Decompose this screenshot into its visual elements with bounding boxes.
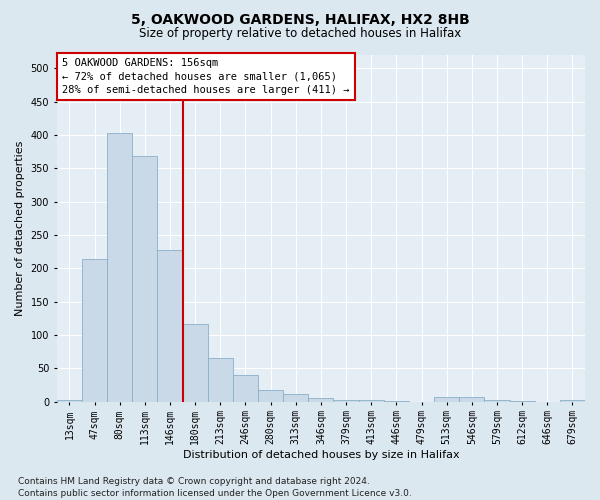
Bar <box>459 397 484 402</box>
Bar <box>57 400 82 402</box>
Text: 5 OAKWOOD GARDENS: 156sqm
← 72% of detached houses are smaller (1,065)
28% of se: 5 OAKWOOD GARDENS: 156sqm ← 72% of detac… <box>62 58 350 95</box>
Bar <box>308 398 334 402</box>
Bar <box>434 397 459 402</box>
Bar <box>182 324 208 402</box>
Y-axis label: Number of detached properties: Number of detached properties <box>15 140 25 316</box>
Bar <box>82 259 107 402</box>
Bar <box>132 156 157 402</box>
Bar <box>359 400 384 402</box>
Text: Contains HM Land Registry data © Crown copyright and database right 2024.
Contai: Contains HM Land Registry data © Crown c… <box>18 476 412 498</box>
Bar <box>208 358 233 402</box>
Bar <box>157 250 182 402</box>
Bar <box>384 401 409 402</box>
Bar <box>509 401 535 402</box>
Text: Size of property relative to detached houses in Halifax: Size of property relative to detached ho… <box>139 28 461 40</box>
Text: 5, OAKWOOD GARDENS, HALIFAX, HX2 8HB: 5, OAKWOOD GARDENS, HALIFAX, HX2 8HB <box>131 12 469 26</box>
Bar <box>484 400 509 402</box>
Bar <box>334 400 359 402</box>
Bar <box>233 375 258 402</box>
X-axis label: Distribution of detached houses by size in Halifax: Distribution of detached houses by size … <box>182 450 459 460</box>
Bar <box>258 390 283 402</box>
Bar <box>107 133 132 402</box>
Bar <box>283 394 308 402</box>
Bar <box>560 400 585 402</box>
